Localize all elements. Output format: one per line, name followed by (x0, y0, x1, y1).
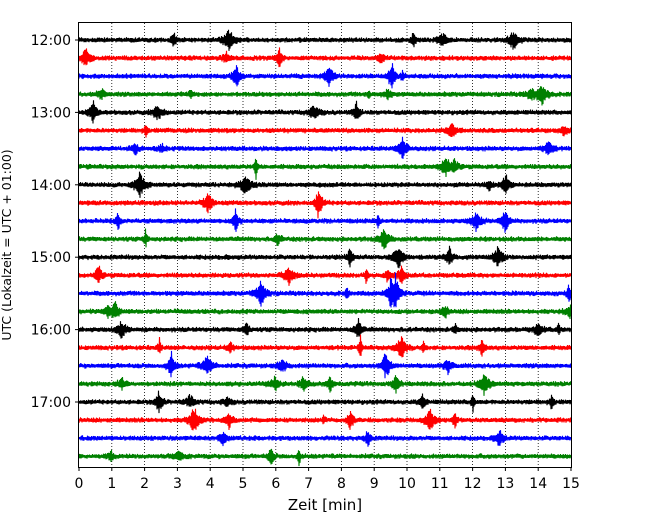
trace-1730 (78, 430, 572, 447)
x-tick-label: 7 (304, 476, 313, 492)
x-tick-label: 10 (398, 476, 416, 492)
x-tick-label: 0 (75, 476, 84, 492)
x-tick-label: 12 (464, 476, 482, 492)
trace-1345 (78, 158, 572, 180)
trace-1615 (78, 334, 572, 358)
y-tick-label: 13:00 (31, 105, 71, 121)
trace-1530 (78, 272, 572, 308)
y-tick-label: 14:00 (31, 178, 71, 194)
x-tick-label: 2 (140, 476, 149, 492)
trace-1430 (78, 208, 572, 233)
trace-1300 (78, 100, 572, 124)
trace-1245 (78, 86, 572, 106)
y-axis-label: UTC (Lokalzeit = UTC + 01:00) (0, 149, 14, 340)
y-tick-label: 15:00 (31, 250, 71, 266)
trace-1400 (78, 171, 572, 198)
trace-1600 (78, 318, 572, 339)
x-tick-label: 5 (239, 476, 248, 492)
x-tick-label: 4 (206, 476, 215, 492)
seismogram-traces (78, 29, 572, 467)
trace-1500 (78, 245, 572, 269)
trace-1330 (78, 136, 572, 159)
x-tick-label: 14 (529, 476, 547, 492)
x-tick-label: 6 (271, 476, 280, 492)
trace-1745 (78, 448, 572, 467)
trace-1630 (78, 350, 572, 379)
trace-1645 (78, 374, 572, 396)
x-axis-label: Zeit [min] (288, 496, 362, 514)
y-tick-label: 16:00 (31, 323, 71, 339)
x-tick-label: 11 (431, 476, 449, 492)
x-tick-label: 1 (107, 476, 116, 492)
trace-1715 (78, 408, 572, 431)
trace-1515 (78, 265, 572, 286)
y-tick-label: 12:00 (31, 33, 71, 49)
x-tick-label: 3 (173, 476, 182, 492)
x-tick-label: 15 (562, 476, 580, 492)
y-tick-label: 17:00 (31, 395, 71, 411)
trace-1415 (78, 191, 572, 219)
trace-1200 (78, 29, 572, 51)
trace-1445 (78, 228, 572, 250)
trace-1700 (78, 390, 572, 414)
x-tick-label: 13 (496, 476, 514, 492)
plot-frame (78, 22, 572, 468)
x-tick-label: 8 (337, 476, 346, 492)
trace-1230 (78, 63, 572, 89)
x-tick-label: 9 (370, 476, 379, 492)
x-axis: 0 1 2 3 4 5 6 7 8 9 10 11 12 13 14 15 (75, 467, 580, 492)
grid-lines (111, 23, 539, 467)
trace-1315 (78, 123, 572, 138)
trace-1215 (78, 47, 572, 68)
trace-1545 (78, 301, 572, 320)
y-axis: 12:00 13:00 14:00 15:00 16:00 17:00 (31, 33, 79, 411)
